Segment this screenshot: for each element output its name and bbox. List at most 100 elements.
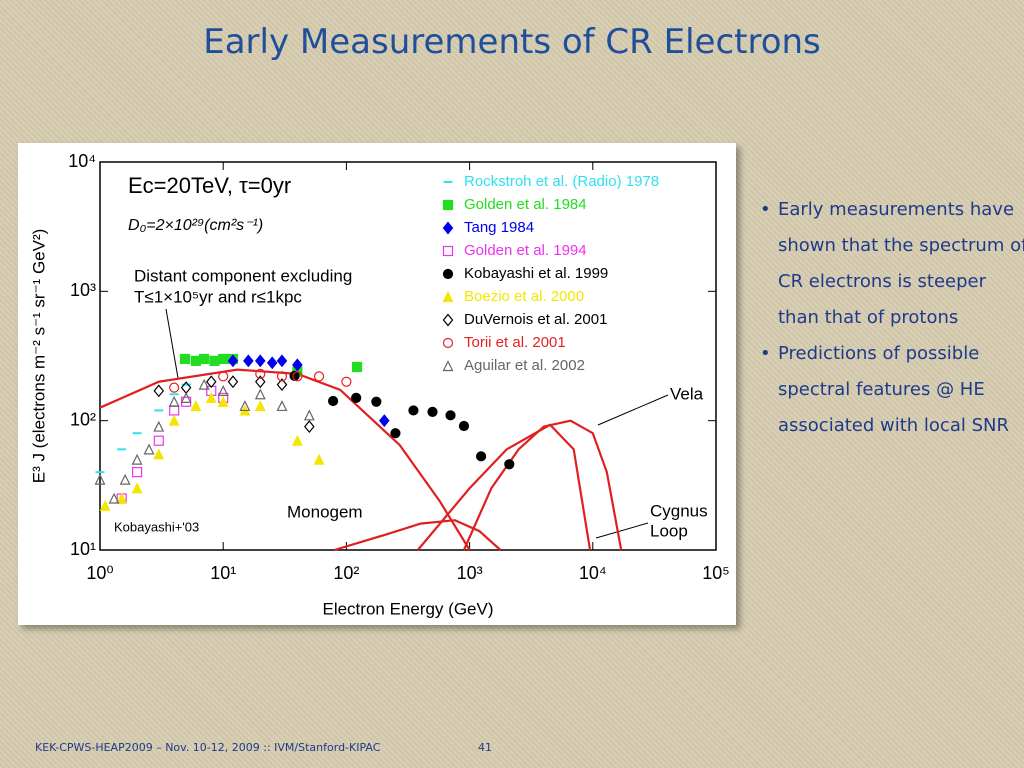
x-axis-label: Electron Energy (GeV) bbox=[322, 599, 493, 618]
marker bbox=[313, 453, 325, 465]
x-tick-label: 10⁰ bbox=[86, 563, 113, 583]
marker bbox=[276, 400, 288, 412]
marker bbox=[227, 354, 239, 368]
bullet: Early measurements have shown that the s… bbox=[760, 192, 1024, 336]
marker bbox=[108, 492, 120, 504]
marker bbox=[427, 406, 438, 417]
param: Ec=20TeV, τ=0yr bbox=[128, 173, 291, 198]
arrow bbox=[595, 522, 649, 539]
curve-label: Cygnus bbox=[650, 501, 708, 520]
marker bbox=[351, 392, 362, 403]
curve-label: Monogem bbox=[287, 502, 363, 521]
param: D₀=2×10²⁹(cm²s⁻¹) bbox=[128, 217, 263, 234]
marker bbox=[199, 353, 210, 365]
marker bbox=[292, 371, 303, 382]
marker bbox=[131, 467, 143, 478]
marker bbox=[291, 434, 303, 446]
marker bbox=[504, 459, 515, 470]
marker bbox=[190, 400, 202, 412]
marker bbox=[341, 376, 352, 387]
marker bbox=[255, 368, 266, 379]
page-number: 41 bbox=[478, 741, 492, 754]
y-axis-label: E³ J (electrons m⁻² s⁻¹ sr⁻¹ GeV²) bbox=[29, 229, 48, 484]
curve-label: Loop bbox=[650, 521, 688, 540]
marker bbox=[442, 360, 454, 372]
marker bbox=[218, 353, 229, 365]
marker bbox=[180, 392, 192, 403]
y-tick-label: 10¹ bbox=[70, 539, 96, 559]
arrow bbox=[597, 394, 669, 426]
marker bbox=[442, 245, 454, 257]
marker bbox=[266, 356, 278, 370]
marker bbox=[442, 199, 454, 211]
marker bbox=[328, 395, 339, 407]
marker bbox=[169, 382, 180, 393]
marker bbox=[371, 396, 382, 407]
footer: KEK-CPWS-HEAP2009 – Nov. 10-12, 2009 :: … bbox=[35, 741, 381, 754]
marker bbox=[304, 420, 315, 434]
marker bbox=[442, 268, 454, 280]
marker bbox=[205, 375, 217, 389]
legend-label: Aguilar et al. 2002 bbox=[464, 357, 585, 374]
marker bbox=[476, 451, 487, 462]
arrow bbox=[165, 308, 179, 379]
marker bbox=[254, 388, 266, 400]
legend-label: Rockstroh et al. (Radio) 1978 bbox=[464, 173, 659, 190]
marker bbox=[243, 354, 254, 368]
y-tick-label: 10² bbox=[70, 409, 96, 429]
annotation: Distant component excluding bbox=[134, 266, 352, 285]
legend-label: Golden et al. 1994 bbox=[464, 242, 587, 259]
marker bbox=[143, 443, 155, 455]
chart: Ec=20TeV, τ=0yr D₀=2×10²⁹(cm²s⁻¹) Distan… bbox=[18, 143, 736, 625]
marker bbox=[168, 395, 180, 407]
marker bbox=[313, 371, 325, 382]
marker bbox=[227, 375, 239, 389]
model-curve bbox=[99, 368, 471, 551]
plot-frame bbox=[99, 161, 717, 551]
marker bbox=[390, 428, 401, 439]
marker bbox=[209, 355, 220, 366]
marker bbox=[292, 358, 303, 372]
marker bbox=[445, 410, 456, 421]
marker bbox=[116, 492, 128, 504]
marker bbox=[179, 353, 191, 365]
model-curve bbox=[462, 419, 623, 551]
legend-label: Tang 1984 bbox=[464, 219, 534, 236]
legend-label: Kobayashi et al. 1999 bbox=[464, 265, 608, 282]
y-tick-label: 10³ bbox=[70, 280, 96, 300]
y-tick-label: 10⁴ bbox=[68, 151, 96, 171]
curve-label: Vela bbox=[670, 384, 704, 403]
marker bbox=[153, 384, 165, 398]
marker bbox=[276, 371, 288, 382]
marker bbox=[276, 354, 288, 368]
marker bbox=[169, 405, 180, 416]
marker bbox=[458, 420, 470, 432]
marker bbox=[168, 414, 180, 426]
model-curve bbox=[334, 519, 502, 552]
x-tick-label: 10⁴ bbox=[579, 563, 607, 583]
x-tick-label: 10³ bbox=[457, 563, 483, 583]
marker bbox=[131, 482, 143, 494]
marker bbox=[205, 392, 217, 403]
model-curve bbox=[416, 423, 592, 551]
marker bbox=[99, 499, 111, 511]
x-tick-label: 10¹ bbox=[210, 563, 236, 583]
marker bbox=[119, 473, 131, 485]
marker bbox=[131, 453, 143, 465]
marker bbox=[408, 405, 419, 416]
marker bbox=[255, 354, 266, 368]
marker bbox=[239, 400, 251, 412]
marker bbox=[442, 337, 454, 349]
marker bbox=[442, 221, 454, 235]
marker bbox=[379, 414, 390, 428]
marker bbox=[198, 378, 210, 390]
marker bbox=[218, 371, 229, 382]
x-tick-label: 10² bbox=[333, 563, 359, 583]
legend-label: Golden et al. 1984 bbox=[464, 196, 587, 213]
marker bbox=[351, 361, 363, 373]
bullet: Predictions of possible spectral feature… bbox=[760, 336, 1024, 444]
bullet-list: Early measurements have shown that the s… bbox=[758, 192, 1024, 444]
x-tick-label: 10⁵ bbox=[702, 563, 729, 583]
marker bbox=[255, 375, 266, 389]
